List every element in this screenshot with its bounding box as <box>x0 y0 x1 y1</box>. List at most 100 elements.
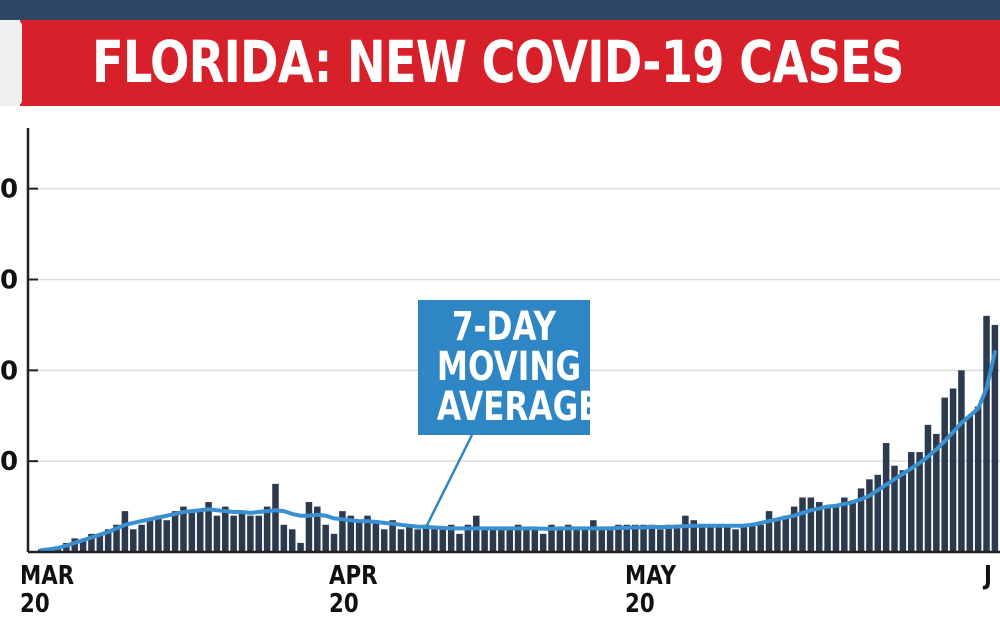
bar-61 <box>548 524 555 552</box>
bar-6 <box>88 533 95 552</box>
bar-8 <box>104 529 112 552</box>
bar-15 <box>163 520 170 552</box>
bar-55 <box>498 529 505 552</box>
bar-19 <box>196 511 204 553</box>
bar-95 <box>832 506 840 552</box>
annotation-line-2: MOVING <box>436 344 582 390</box>
bar-20 <box>205 502 212 552</box>
bar-86 <box>757 524 764 552</box>
bar-77 <box>682 515 689 552</box>
bar-45 <box>414 529 421 552</box>
bar-5 <box>79 541 87 552</box>
bar-21 <box>213 515 221 552</box>
bar-13 <box>146 520 154 552</box>
x-tick-apr: APR 20 <box>329 561 378 619</box>
bar-80 <box>707 524 714 552</box>
bar-85 <box>749 524 756 552</box>
bar-63 <box>565 524 572 552</box>
bar-46 <box>422 524 430 552</box>
bar-series <box>38 315 999 553</box>
bar-75 <box>665 524 672 552</box>
bar-34 <box>322 524 329 552</box>
bar-68 <box>606 529 614 552</box>
bar-10 <box>121 511 129 553</box>
bar-38 <box>355 520 363 552</box>
title-banner <box>20 20 1000 106</box>
bar-30 <box>288 529 296 552</box>
bar-58 <box>523 529 530 552</box>
bar-74 <box>657 529 664 552</box>
bar-25 <box>247 515 254 552</box>
bar-11 <box>130 529 137 552</box>
bar-76 <box>673 524 681 552</box>
bar-44 <box>406 524 413 552</box>
bar-37 <box>347 515 355 552</box>
chart-title: FLORIDA: NEW COVID-19 CASES <box>92 28 904 96</box>
bar-64 <box>573 529 580 552</box>
bar-84 <box>740 524 748 552</box>
bar-92 <box>807 497 815 552</box>
bar-26 <box>255 515 263 552</box>
bar-32 <box>305 502 313 552</box>
bar-102 <box>891 465 898 552</box>
bar-67 <box>598 529 605 552</box>
bar-42 <box>389 520 396 552</box>
bar-52 <box>472 515 480 552</box>
annotation-moving-average: 7-DAY MOVING AVERAGE <box>418 300 600 435</box>
bar-112 <box>974 406 982 552</box>
x-tick-mar: MAR 20 <box>20 561 75 619</box>
bar-71 <box>631 524 639 552</box>
bar-7 <box>96 535 104 552</box>
bar-65 <box>581 529 589 552</box>
bar-105 <box>916 452 923 552</box>
annotation-line-3: AVERAGE <box>436 384 600 430</box>
bar-29 <box>280 524 288 552</box>
bar-100 <box>874 474 882 552</box>
bar-73 <box>648 524 656 552</box>
bar-35 <box>330 533 338 552</box>
bar-109 <box>949 388 957 552</box>
bar-33 <box>314 506 321 552</box>
bar-12 <box>138 524 145 552</box>
bar-72 <box>640 524 647 552</box>
bar-83 <box>732 529 739 552</box>
y-tick-labels: 0 0 0 0 <box>0 175 18 478</box>
bar-110 <box>958 370 965 552</box>
banner-tab <box>0 20 22 106</box>
bar-93 <box>815 502 823 552</box>
x-tick-may: MAY 20 <box>625 561 677 619</box>
bar-103 <box>899 470 907 552</box>
bar-56 <box>506 529 513 552</box>
bar-66 <box>590 520 597 552</box>
annotation-line-1: 7-DAY <box>451 304 557 350</box>
bar-50 <box>456 533 463 552</box>
bar-27 <box>263 506 271 552</box>
annotation-pointer <box>424 434 474 528</box>
bar-78 <box>690 520 698 552</box>
bar-54 <box>489 529 497 552</box>
bar-70 <box>623 524 631 552</box>
bar-48 <box>439 529 447 552</box>
y-tick-label-2000: 0 <box>0 356 18 386</box>
bar-60 <box>539 533 547 552</box>
bar-49 <box>447 524 455 552</box>
bar-91 <box>799 497 806 552</box>
bar-16 <box>171 511 179 553</box>
bar-57 <box>514 524 522 552</box>
bar-99 <box>866 479 873 552</box>
bar-39 <box>364 515 371 552</box>
bar-59 <box>531 529 539 552</box>
bar-82 <box>723 524 731 552</box>
bar-22 <box>222 506 229 552</box>
bar-14 <box>155 515 162 552</box>
bar-53 <box>481 529 488 552</box>
bar-17 <box>180 506 187 552</box>
bar-43 <box>397 529 405 552</box>
bar-96 <box>841 497 848 552</box>
bar-79 <box>698 524 706 552</box>
bar-113 <box>983 315 990 552</box>
bar-41 <box>380 529 388 552</box>
bar-47 <box>431 529 438 552</box>
bar-87 <box>765 511 773 553</box>
bar-101 <box>882 443 890 552</box>
